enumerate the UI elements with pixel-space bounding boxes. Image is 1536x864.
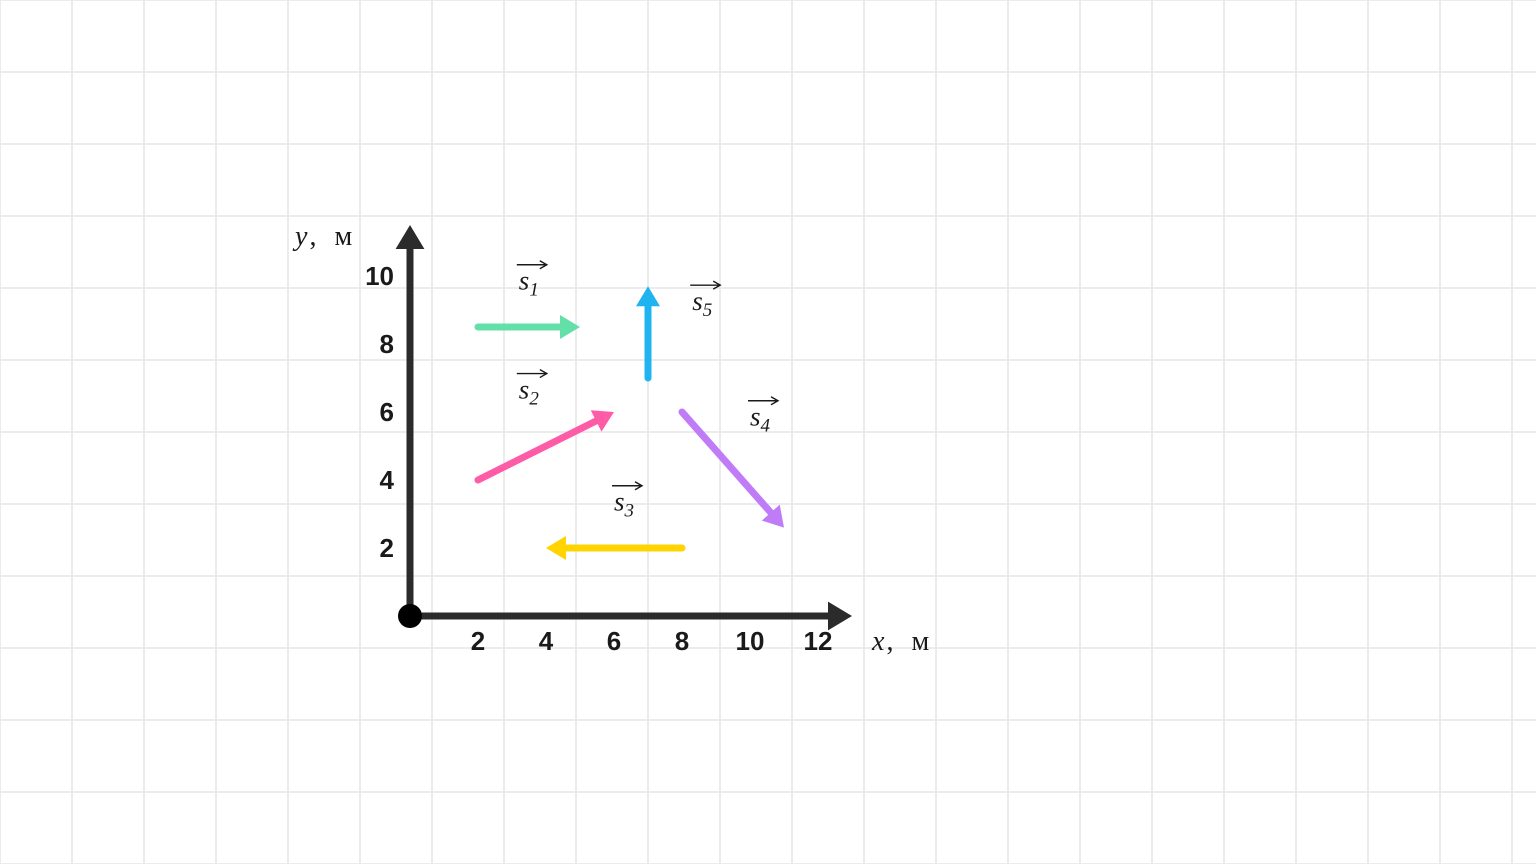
vector-label-s3: s3 bbox=[614, 487, 634, 522]
axes bbox=[396, 225, 852, 630]
vector-label-s5: s5 bbox=[692, 286, 712, 321]
origin-dot bbox=[398, 604, 422, 628]
y-tick-label: 10 bbox=[365, 261, 394, 291]
y-tick-label: 8 bbox=[380, 329, 394, 359]
y-tick-label: 2 bbox=[380, 533, 394, 563]
vector-label-s1: s1 bbox=[519, 266, 539, 301]
vector-plot: 2 4 6 8 10 12 2 4 6 8 10 x,м y,м s1 s2 s3 s4 s5 bbox=[0, 0, 1536, 864]
vector-s2: s2 bbox=[478, 370, 614, 480]
vector-s5: s5 bbox=[636, 281, 720, 378]
vectors: s1 s2 s3 s4 s5 bbox=[478, 261, 784, 560]
vector-label-s2: s2 bbox=[519, 374, 540, 409]
x-tick-label: 2 bbox=[471, 626, 485, 656]
y-axis-label: y,м bbox=[292, 221, 352, 252]
x-tick-label: 8 bbox=[675, 626, 689, 656]
y-tick-label: 6 bbox=[380, 397, 394, 427]
x-tick-label: 12 bbox=[804, 626, 833, 656]
vector-s4: s4 bbox=[682, 397, 784, 528]
tick-labels: 2 4 6 8 10 12 2 4 6 8 10 bbox=[365, 261, 832, 656]
vector-s3: s3 bbox=[546, 482, 682, 560]
vector-s1: s1 bbox=[478, 261, 580, 339]
x-tick-label: 4 bbox=[539, 626, 554, 656]
vector-label-s4: s4 bbox=[750, 402, 771, 437]
x-axis-label: x,м bbox=[871, 626, 929, 657]
x-tick-label: 6 bbox=[607, 626, 621, 656]
x-tick-label: 10 bbox=[736, 626, 765, 656]
y-tick-label: 4 bbox=[380, 465, 395, 495]
